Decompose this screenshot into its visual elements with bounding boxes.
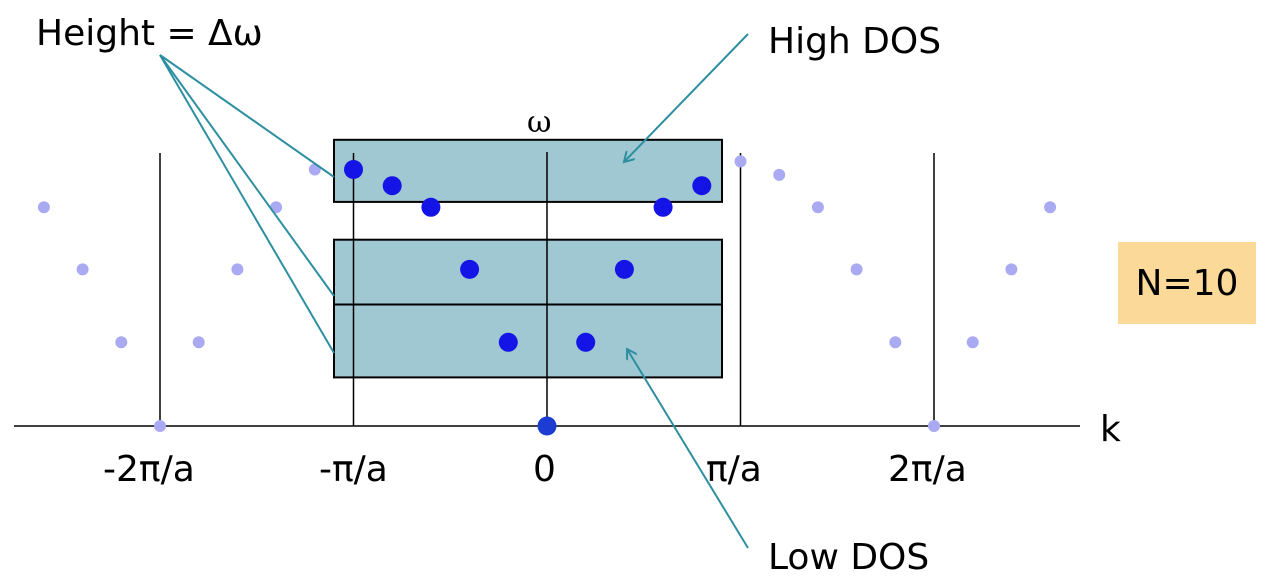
repeated-data-point — [734, 155, 747, 168]
data-point — [692, 176, 712, 196]
height-leader-line-middle — [159, 54, 335, 297]
repeated-data-point — [966, 336, 979, 349]
repeated-data-point — [889, 336, 902, 349]
height-leader-line-bottom — [159, 54, 335, 354]
tick-label-neg-pi-a: -π/a — [319, 449, 388, 490]
repeated-data-point — [154, 420, 166, 432]
band-2 — [333, 238, 723, 306]
repeated-data-point — [811, 201, 824, 214]
data-point — [460, 259, 480, 279]
band-3 — [333, 303, 723, 379]
omega-axis-label: ω — [527, 105, 552, 140]
repeated-data-point — [1005, 263, 1018, 276]
repeated-data-point — [773, 168, 786, 181]
tick-label-neg-2pi-a: -2π/a — [103, 449, 195, 490]
repeated-data-point — [231, 263, 244, 276]
k-axis-label: k — [1100, 409, 1121, 450]
data-point — [576, 332, 596, 352]
high-dos-label: High DOS — [768, 21, 942, 62]
tick-label-pi-a: π/a — [706, 449, 762, 490]
data-point — [653, 197, 673, 217]
repeated-data-point — [850, 263, 863, 276]
height-delta-omega-label: Height = Δω — [36, 13, 263, 54]
repeated-data-point — [1044, 201, 1057, 214]
data-point — [498, 332, 518, 352]
data-point — [614, 259, 634, 279]
low-dos-arrow — [627, 349, 749, 549]
height-leader-line-top — [159, 54, 335, 178]
repeated-data-point — [115, 336, 128, 349]
tick-label-2pi-a: 2π/a — [888, 449, 967, 490]
repeated-data-point — [928, 420, 940, 432]
data-point — [537, 416, 557, 436]
repeated-data-point — [192, 336, 205, 349]
n-equals-10-note: N=10 — [1118, 242, 1256, 324]
low-dos-label: Low DOS — [768, 537, 930, 578]
tick-label-zero: 0 — [533, 449, 556, 490]
data-point — [382, 176, 402, 196]
high-dos-arrow — [624, 33, 749, 162]
data-point — [344, 160, 363, 179]
data-point — [421, 197, 441, 217]
repeated-data-point — [76, 263, 89, 276]
repeated-data-point — [37, 201, 50, 214]
